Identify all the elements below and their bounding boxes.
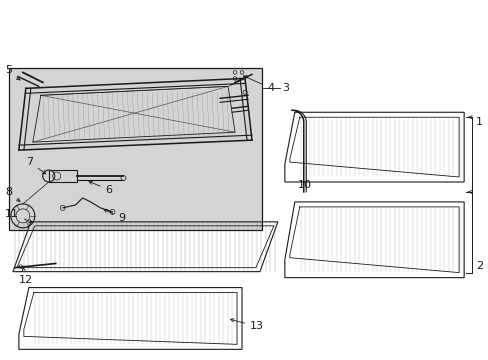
Text: 1: 1 — [475, 117, 482, 127]
Text: 12: 12 — [19, 267, 33, 285]
Text: 3: 3 — [281, 84, 288, 93]
Bar — [49, 170, 77, 182]
Text: 8: 8 — [5, 187, 20, 202]
Text: 5: 5 — [5, 66, 20, 80]
Text: 10: 10 — [297, 180, 311, 190]
Text: 7: 7 — [26, 157, 46, 174]
Bar — [9, 68, 262, 230]
Text: 11: 11 — [5, 209, 32, 222]
Text: 13: 13 — [230, 319, 264, 332]
Text: 6: 6 — [89, 181, 112, 195]
Text: 2: 2 — [475, 261, 482, 271]
Text: 4: 4 — [243, 76, 274, 93]
Text: 9: 9 — [104, 210, 125, 223]
